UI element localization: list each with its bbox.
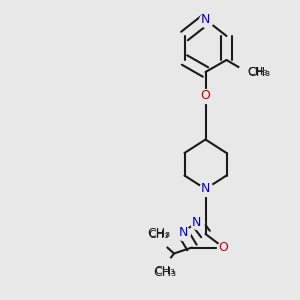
Text: CH₃: CH₃: [247, 65, 270, 79]
Text: CH₃: CH₃: [247, 67, 268, 77]
Text: CH₃: CH₃: [154, 266, 176, 275]
Text: O: O: [201, 89, 210, 103]
Text: N: N: [192, 215, 201, 229]
Text: N: N: [201, 13, 210, 26]
Text: N: N: [178, 226, 188, 239]
Text: N: N: [201, 182, 210, 196]
Text: O: O: [219, 241, 228, 254]
Text: CH₃: CH₃: [153, 266, 177, 278]
Text: CH₃: CH₃: [148, 230, 170, 240]
Text: CH₃: CH₃: [147, 227, 171, 240]
